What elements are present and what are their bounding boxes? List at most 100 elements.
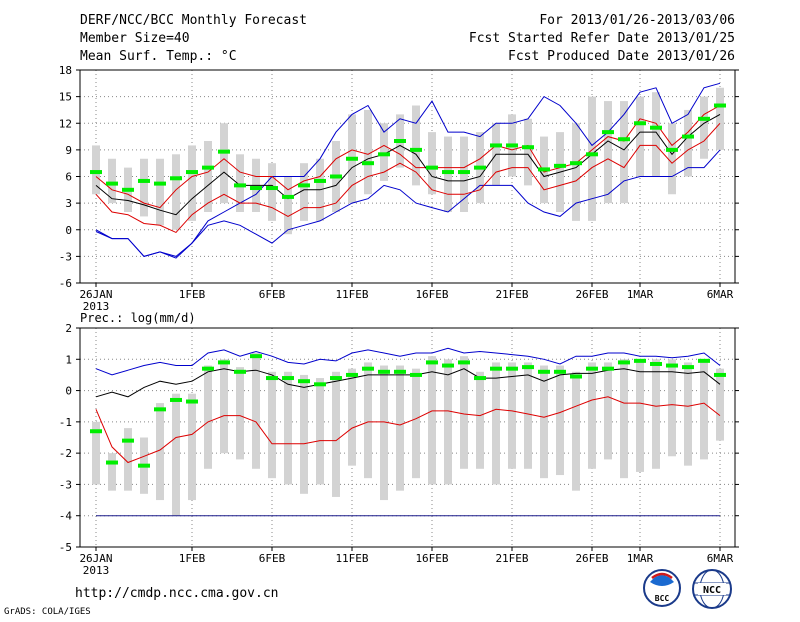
- ensemble-box: [124, 428, 132, 491]
- mean-marker: [90, 170, 102, 175]
- mean-marker: [250, 186, 262, 191]
- mean-marker: [474, 165, 486, 170]
- ensemble-box: [156, 403, 164, 501]
- ensemble-box: [316, 378, 324, 485]
- mean-marker: [394, 369, 406, 374]
- ensemble-box: [652, 359, 660, 469]
- mean-marker: [154, 181, 166, 186]
- ensemble-box: [172, 154, 180, 230]
- mean-marker: [474, 376, 486, 381]
- ensemble-box: [604, 362, 612, 460]
- ensemble-box: [300, 163, 308, 221]
- precip-title: Prec.: log(mm/d): [80, 311, 196, 325]
- x-tick-label: 6MAR: [707, 288, 734, 301]
- y-tick-label: 3: [65, 197, 72, 210]
- mean-marker: [426, 360, 438, 365]
- mean-marker: [682, 365, 694, 370]
- max-line: [95, 82, 721, 257]
- ensemble-box: [412, 368, 420, 479]
- x-tick-label: 1FEB: [179, 552, 206, 565]
- bcc-logo-text: BCC: [655, 594, 670, 603]
- ensemble-box: [428, 132, 436, 195]
- mean-marker: [554, 369, 566, 374]
- mean-marker: [426, 165, 438, 170]
- ensemble-box: [380, 365, 388, 501]
- ensemble-box: [236, 367, 244, 460]
- p75-line: [95, 105, 721, 209]
- ensemble-box: [588, 96, 596, 221]
- mean-marker: [234, 369, 246, 374]
- mean-marker: [538, 369, 550, 374]
- mean-marker: [522, 145, 534, 150]
- mean-marker: [122, 438, 134, 443]
- ensemble-box: [204, 365, 212, 469]
- mean-marker: [298, 183, 310, 188]
- mean-marker: [266, 376, 278, 381]
- ensemble-box: [444, 136, 452, 212]
- ensemble-box: [636, 96, 644, 177]
- ensemble-box: [668, 359, 676, 457]
- mean-marker: [602, 366, 614, 371]
- mean-marker: [298, 379, 310, 384]
- ensemble-box: [508, 362, 516, 469]
- mean-marker: [698, 116, 710, 121]
- y-tick-label: -5: [59, 541, 72, 554]
- mean-marker: [154, 407, 166, 412]
- footer-url[interactable]: http://cmdp.ncc.cma.gov.cn: [75, 586, 279, 601]
- mean-marker: [394, 139, 406, 143]
- mean-marker: [266, 186, 278, 191]
- header-produced-date: Fcst Produced Date 2013/01/26: [508, 49, 735, 64]
- mean-marker: [282, 194, 294, 199]
- p25-line: [95, 122, 721, 234]
- ensemble-box: [428, 356, 436, 485]
- mean-marker: [442, 170, 454, 175]
- ensemble-box: [92, 421, 100, 485]
- mean-marker: [538, 167, 550, 172]
- mean-marker: [314, 178, 326, 183]
- y-tick-label: -3: [59, 250, 72, 263]
- p25-line: [95, 396, 721, 464]
- ensemble-box: [172, 393, 180, 516]
- mean-marker: [490, 143, 502, 148]
- mean-marker: [442, 363, 454, 368]
- mean-marker: [218, 149, 230, 154]
- x-tick-label: 11FEB: [335, 288, 368, 301]
- mean-marker: [634, 121, 646, 126]
- mean-marker: [330, 174, 342, 179]
- mean-marker: [346, 372, 358, 377]
- mean-marker: [170, 397, 182, 402]
- plot-frame: [79, 327, 736, 548]
- y-tick-label: 0: [65, 385, 72, 398]
- y-tick-label: 18: [59, 64, 72, 77]
- ensemble-box: [668, 123, 676, 195]
- ensemble-box: [572, 371, 580, 491]
- mean-marker: [554, 163, 566, 168]
- x-tick-label: 16FEB: [415, 288, 448, 301]
- mean-marker: [186, 399, 198, 404]
- mean-marker: [666, 147, 678, 152]
- mean-marker: [570, 374, 582, 379]
- y-tick-label: 12: [59, 117, 72, 130]
- ensemble-box: [588, 362, 596, 469]
- mean-marker: [458, 170, 470, 175]
- ensemble-box: [188, 393, 196, 501]
- ensemble-box: [556, 365, 564, 476]
- x-tick-label: 26FEB: [575, 552, 608, 565]
- ensemble-box: [348, 368, 356, 466]
- ensemble-box: [220, 359, 228, 454]
- y-tick-label: -4: [59, 510, 73, 523]
- mean-marker: [506, 143, 518, 148]
- ensemble-box: [460, 356, 468, 469]
- mean-marker: [586, 366, 598, 371]
- y-tick-label: 1: [65, 353, 72, 366]
- ensemble-box: [188, 145, 196, 221]
- ensemble-box: [364, 109, 372, 195]
- y-tick-label: 9: [65, 144, 72, 157]
- mean-marker: [682, 134, 694, 139]
- mean-marker: [698, 358, 710, 363]
- x-tick-label: 1MAR: [627, 552, 654, 565]
- mean-marker: [106, 181, 118, 186]
- x-tick-label: 6MAR: [707, 552, 734, 565]
